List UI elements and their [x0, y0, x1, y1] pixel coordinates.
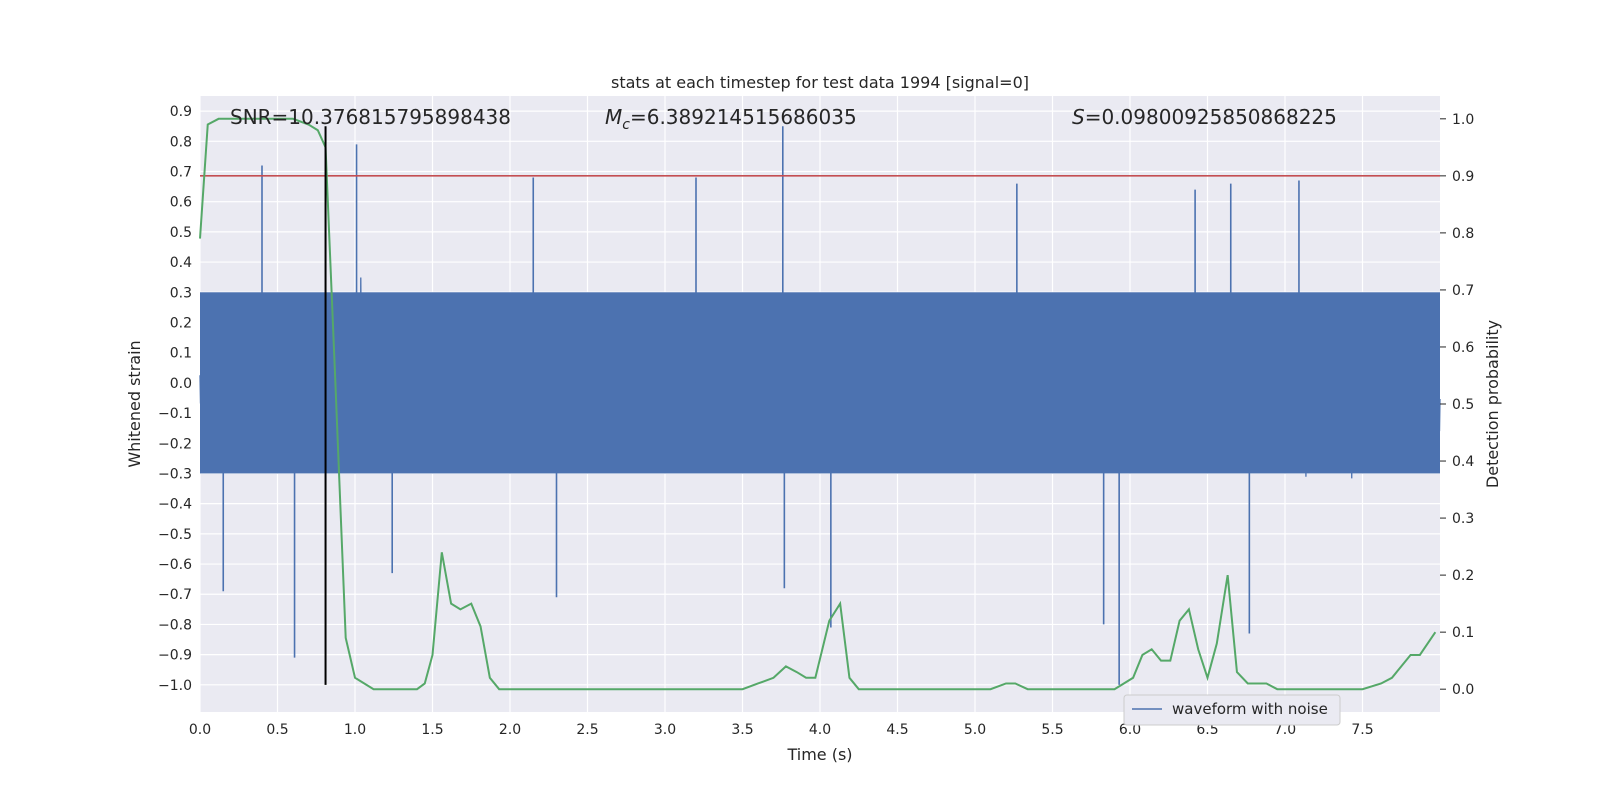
y-tick-label: −0.5 [158, 527, 192, 543]
x-tick-label: 6.5 [1196, 722, 1218, 738]
chirp-mass-subscript: c [622, 117, 630, 133]
y2-axis-label: Detection probability [1483, 320, 1502, 488]
s-annotation: S=0.09800925850868225 [1072, 105, 1337, 129]
x-tick-label: 5.5 [1041, 722, 1063, 738]
x-axis-label: Time (s) [786, 745, 852, 764]
x-tick-label: 0.5 [266, 722, 288, 738]
y-tick-label: −0.6 [158, 557, 192, 573]
y2-tick-label: 1.0 [1452, 112, 1474, 128]
y-tick-label: −0.3 [158, 466, 192, 482]
y2-tick-label: 0.1 [1452, 625, 1474, 641]
x-tick-label: 1.5 [421, 722, 443, 738]
y2-tick-label: 0.0 [1452, 682, 1474, 698]
y-tick-label: −0.2 [158, 436, 192, 452]
s-value: =0.09800925850868225 [1085, 105, 1337, 129]
y-tick-label: 0.1 [170, 346, 192, 362]
x-tick-label: 6.0 [1119, 722, 1141, 738]
y-axis-label: Whitened strain [125, 340, 144, 467]
y2-tick-label: 0.8 [1452, 226, 1474, 242]
x-tick-label: 2.5 [576, 722, 598, 738]
y2-tick-label: 0.4 [1452, 454, 1474, 470]
x-tick-label: 4.5 [886, 722, 908, 738]
y2-tick-label: 0.5 [1452, 397, 1474, 413]
y-tick-label: −0.4 [158, 497, 192, 513]
chart-title: stats at each timestep for test data 199… [611, 73, 1029, 92]
y2-tick-label: 0.3 [1452, 511, 1474, 527]
s-symbol: S [1072, 105, 1085, 129]
detection-probability-line [199, 117, 1437, 691]
chirp-mass-value: =6.389214515686035 [630, 105, 857, 129]
y-tick-label: −0.1 [158, 406, 192, 422]
overlay-lines [199, 117, 1440, 691]
legend-box [1123, 694, 1341, 726]
y-tick-label: −1.0 [158, 678, 192, 694]
y2-tick-label: 0.6 [1452, 340, 1474, 356]
y-tick-label: 0.0 [170, 376, 192, 392]
legend-label: waveform with noise [1172, 700, 1328, 718]
y2-tick-label: 0.2 [1452, 568, 1474, 584]
y-tick-label: 0.9 [170, 104, 192, 120]
y-tick-label: 0.7 [170, 164, 192, 180]
axis-ticks: 0.0 0.5 1.0 1.5 2.0 2.5 3.0 3.5 4.0 4.5 5.0 5.5 6.0 6… [158, 104, 1474, 738]
x-tick-label: 3.0 [654, 722, 676, 738]
x-tick-label: 3.5 [731, 722, 753, 738]
x-tick-label: 7.5 [1351, 722, 1373, 738]
y-tick-label: 0.2 [170, 315, 192, 331]
y-tick-label: 0.3 [170, 285, 192, 301]
legend: waveform with noise [1123, 694, 1341, 726]
y-tick-label: 0.8 [170, 134, 192, 150]
snr-annotation: SNR=10.376815795898438 [230, 105, 511, 129]
y-tick-label: 0.6 [170, 195, 192, 211]
x-tick-label: 5.0 [964, 722, 986, 738]
x-tick-label: 1.0 [344, 722, 366, 738]
waveform-series [199, 126, 1441, 685]
waveform-core-band [200, 292, 1440, 474]
y-tick-label: −0.9 [158, 648, 192, 664]
chirp-mass-symbol: M [605, 105, 622, 129]
y-tick-label: −0.8 [158, 617, 192, 633]
y2-tick-label: 0.7 [1452, 283, 1474, 299]
x-tick-label: 2.0 [499, 722, 521, 738]
x-tick-label: 4.0 [809, 722, 831, 738]
chirp-mass-annotation: Mc=6.389214515686035 [605, 105, 857, 133]
x-tick-label: 0.0 [189, 722, 211, 738]
y-tick-label: 0.4 [170, 255, 192, 271]
y-tick-label: 0.5 [170, 225, 192, 241]
y-tick-label: −0.7 [158, 587, 192, 603]
y2-tick-label: 0.9 [1452, 169, 1474, 185]
x-tick-label: 7.0 [1274, 722, 1296, 738]
